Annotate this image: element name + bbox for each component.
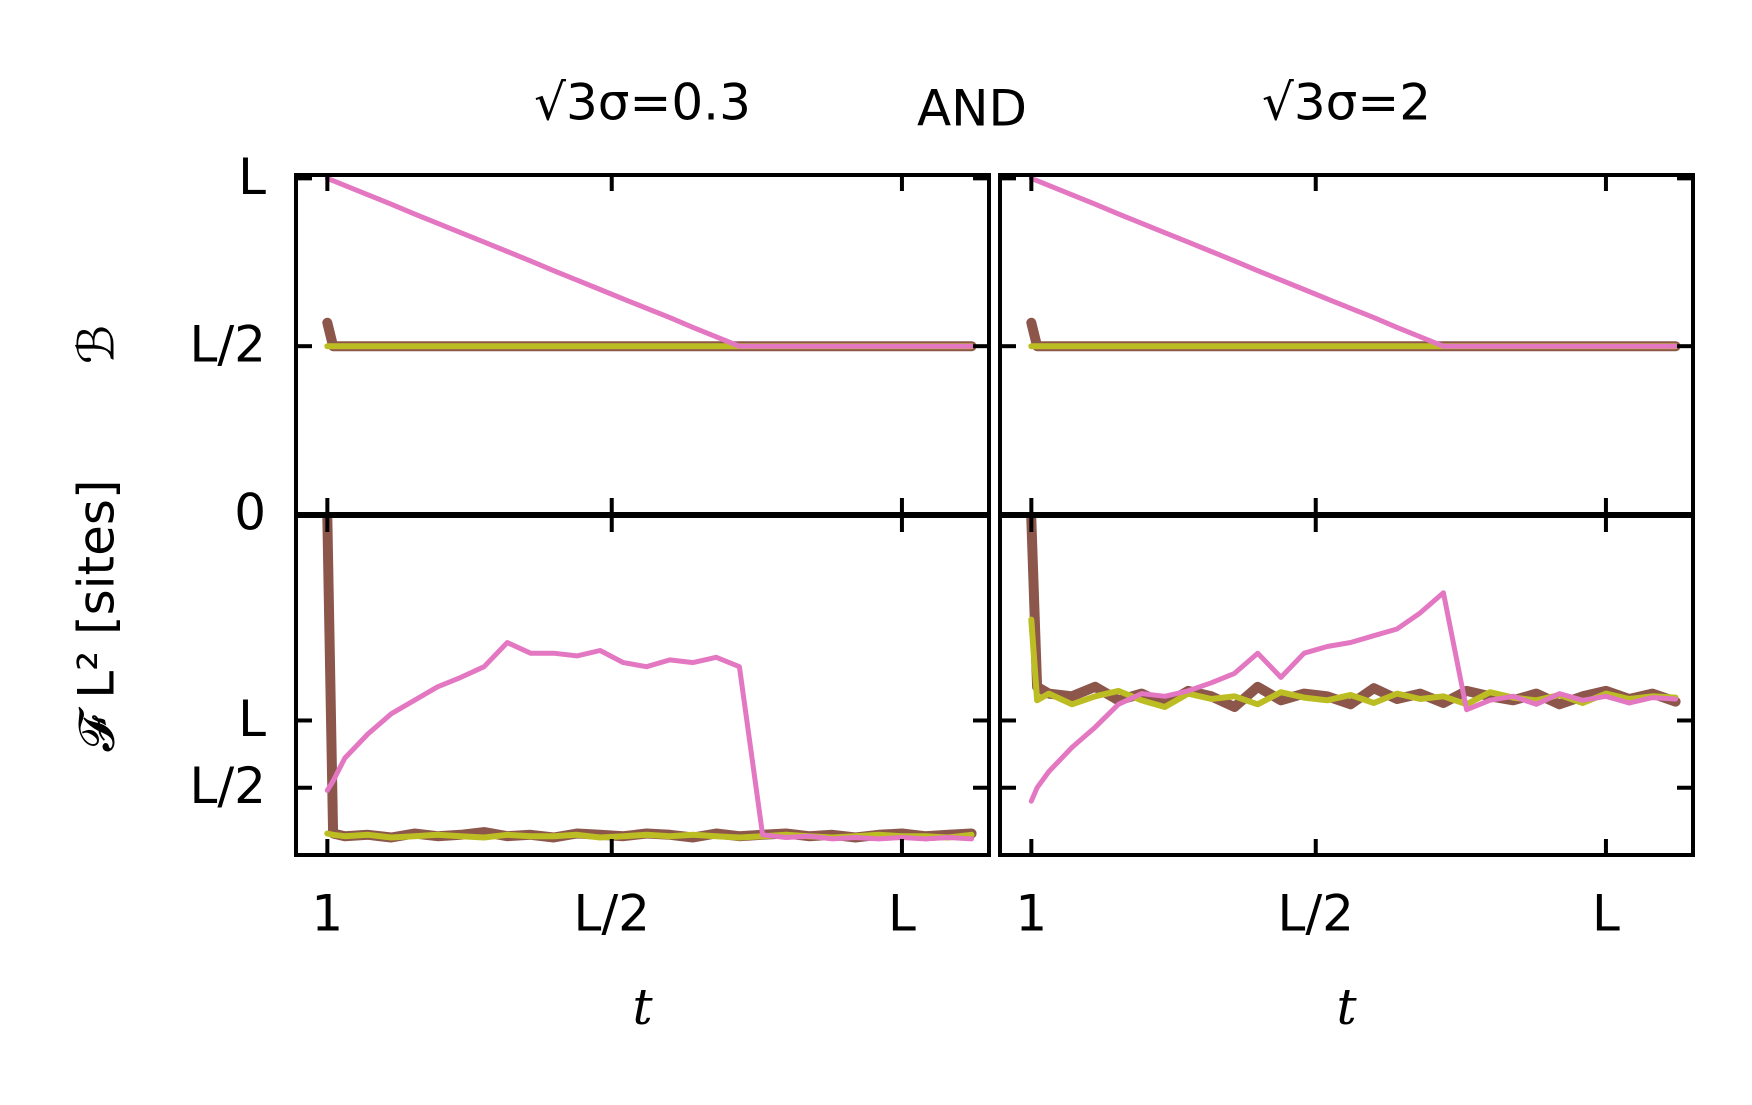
series-line: [1026, 516, 1681, 712]
y-tick-label: L/2: [189, 757, 266, 815]
plot-area: [1026, 175, 1681, 352]
series-line: [1028, 590, 1679, 804]
plot-area: [322, 175, 977, 352]
y-tick-label: 0: [234, 484, 266, 542]
y-tick-label: L: [238, 148, 266, 206]
x-tick-label: L: [1592, 885, 1620, 943]
x-tick-label: L: [888, 885, 916, 943]
x-axis-label: t: [632, 978, 653, 1036]
x-tick-label: L/2: [1277, 885, 1354, 943]
x-tick-label: L/2: [573, 885, 650, 943]
series-line: [1026, 317, 1681, 352]
series-line: [322, 516, 977, 843]
x-tick-label: 1: [311, 885, 343, 943]
y-tick-label: L/2: [189, 316, 266, 374]
x-axis-label: t: [1336, 978, 1357, 1036]
plot-area: [1026, 516, 1681, 804]
plot-area: [322, 516, 977, 843]
series-line: [324, 640, 975, 842]
series-line: [322, 317, 977, 352]
series-line: [1028, 175, 1679, 349]
figure-text: AND: [917, 80, 1027, 138]
x-tick-label: 1: [1015, 885, 1047, 943]
axes-frame: [294, 514, 991, 857]
panel-title: √3σ=0.3: [534, 74, 751, 132]
series-line: [324, 175, 975, 349]
panel-title: √3σ=2: [1262, 74, 1431, 132]
y-axis-label: ℬ: [68, 325, 126, 364]
y-tick-label: L: [238, 690, 266, 748]
axes-frame: [998, 514, 1695, 857]
y-axis-label: 𝓕 L² [sites]: [68, 480, 126, 752]
